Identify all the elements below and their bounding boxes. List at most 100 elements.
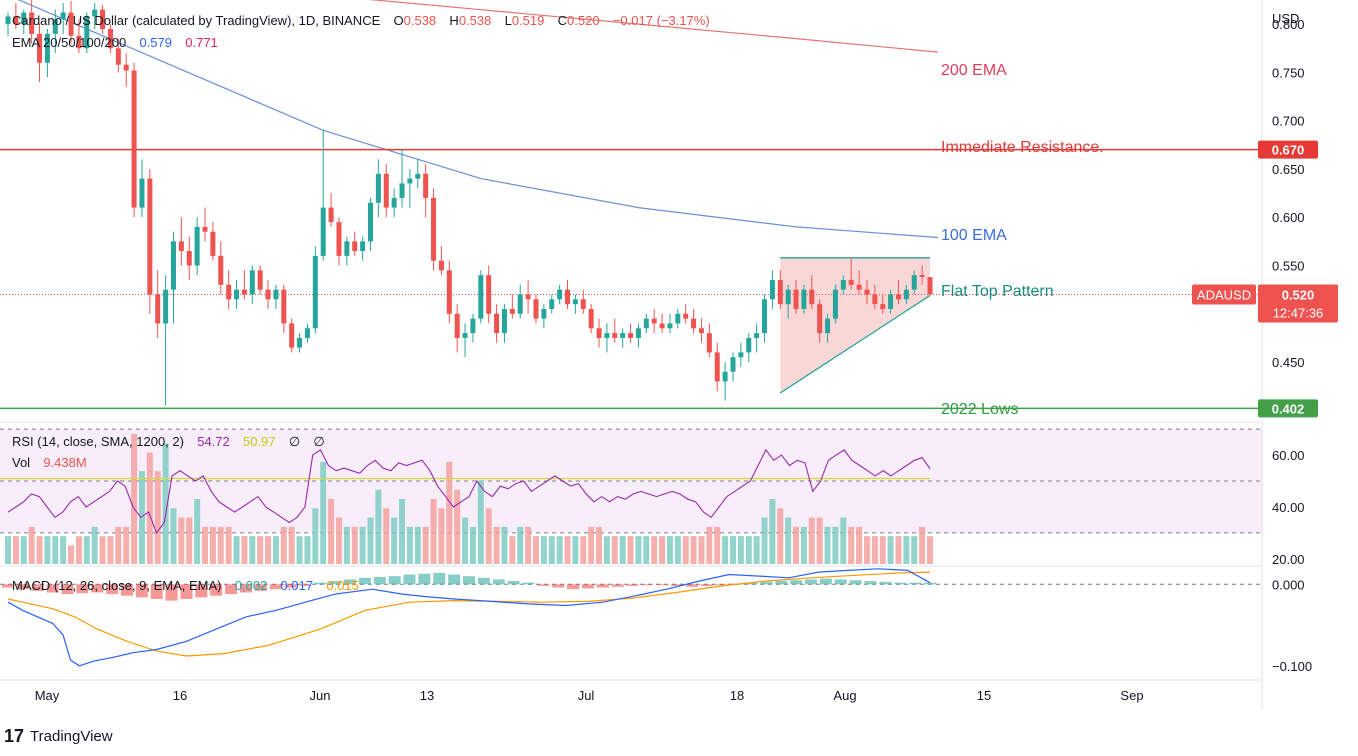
candle-body xyxy=(352,241,358,252)
pattern-rising-line xyxy=(779,294,931,394)
candle-body xyxy=(21,12,27,25)
rsi-lower-value: ∅ xyxy=(313,434,325,449)
macd-label: MACD (12, 26, close, 9, EMA, EMA) xyxy=(12,578,222,593)
candle-body xyxy=(367,202,373,242)
candle xyxy=(478,270,484,324)
volume-bar xyxy=(462,517,469,564)
volume-bar xyxy=(312,508,319,564)
price-pane[interactable]: 200 EMA Immediate Resistance. 100 EMA Flat … xyxy=(0,0,1262,418)
rsi-line xyxy=(7,448,931,535)
candle xyxy=(21,9,27,34)
candle-body xyxy=(825,318,831,334)
price-tick-label: 0.600 xyxy=(1272,210,1305,225)
resistance-badge-bg xyxy=(1258,140,1318,159)
candle xyxy=(407,168,413,208)
macd-histogram-bar xyxy=(760,581,773,585)
volume-bar xyxy=(753,536,760,564)
candle xyxy=(312,246,318,334)
low-label: L xyxy=(504,13,512,28)
volume-bar xyxy=(52,536,59,564)
time-tick-label: Sep xyxy=(1120,688,1143,703)
candle-body xyxy=(620,333,626,338)
time-axis[interactable]: May 16 Jun 13 Jul 18 Aug 15 Sep xyxy=(35,688,1144,703)
candle xyxy=(194,217,200,276)
macd-histogram-bar xyxy=(924,582,936,585)
volume-bar xyxy=(927,536,933,564)
candle-body xyxy=(470,318,476,334)
candle xyxy=(131,62,137,218)
macd-histogram-bar xyxy=(596,584,609,588)
candle xyxy=(257,265,263,295)
volume-bar xyxy=(785,517,792,564)
macd-histogram-bar xyxy=(269,584,282,590)
candle xyxy=(415,159,421,189)
candle-body xyxy=(383,173,389,208)
tradingview-brand: TradingView xyxy=(30,727,113,745)
candle xyxy=(462,323,468,358)
volume-bar xyxy=(879,536,886,564)
volume-bar xyxy=(422,526,429,564)
candle-body xyxy=(738,352,744,358)
macd-pane[interactable] xyxy=(0,568,1262,667)
macd-histogram-bar xyxy=(344,579,357,585)
candle-body xyxy=(399,183,405,198)
macd-histogram-bar xyxy=(909,582,922,585)
macd-histogram-bar xyxy=(715,584,728,586)
candle xyxy=(289,318,295,353)
volume-bar xyxy=(477,480,484,564)
candle-body xyxy=(273,289,279,300)
candle xyxy=(698,318,704,343)
candle xyxy=(399,149,405,208)
candle xyxy=(226,270,232,309)
candle-body xyxy=(762,299,768,334)
candle-body xyxy=(84,16,90,49)
macd-histogram-bar xyxy=(314,582,327,585)
macd-histogram-bar xyxy=(403,574,416,585)
candle-body xyxy=(147,178,153,295)
volume-bar xyxy=(674,536,681,564)
volume-bar xyxy=(509,536,516,564)
candle xyxy=(706,323,712,358)
volume-bar xyxy=(320,461,327,564)
candle-body xyxy=(407,178,413,184)
candle-body xyxy=(651,318,657,324)
candle-body xyxy=(186,251,192,266)
axis-currency-label: USD xyxy=(1272,11,1299,26)
volume-bar xyxy=(296,536,303,564)
candle-body xyxy=(344,241,350,256)
pattern-annotation: Flat Top Pattern xyxy=(941,283,1054,300)
candle-body xyxy=(817,304,823,334)
rsi-volume-pane[interactable] xyxy=(0,428,1262,564)
ema-100-value: 0.579 xyxy=(139,35,172,50)
volume-bar xyxy=(517,526,524,564)
candle-body xyxy=(336,222,342,256)
price-axis[interactable]: USD 0.800 0.750 0.700 0.650 0.600 0.550 0.450 0… xyxy=(1192,11,1338,674)
candle xyxy=(76,19,82,54)
candle xyxy=(604,323,610,353)
candle-body xyxy=(580,299,586,309)
lows-badge: 0.402 xyxy=(1272,401,1305,416)
candle xyxy=(446,260,452,324)
candle xyxy=(927,277,933,296)
volume-bar xyxy=(532,536,539,564)
macd-tick-label: 0.000 xyxy=(1272,577,1305,592)
macd-histogram-bar xyxy=(358,577,371,585)
countdown-badge: 12:47:36 xyxy=(1273,305,1324,320)
candle-body xyxy=(706,333,712,353)
volume-bar xyxy=(454,489,461,564)
price-badge-bg xyxy=(1258,284,1338,323)
ema-200-line xyxy=(368,0,938,53)
candle xyxy=(856,270,862,295)
volume-bar xyxy=(714,526,721,564)
macd-histogram-bar xyxy=(210,584,223,596)
candle-body xyxy=(809,289,815,305)
candle xyxy=(817,299,823,343)
candle xyxy=(596,318,602,348)
candle-body xyxy=(281,289,287,324)
candle xyxy=(691,308,697,334)
candle-body xyxy=(454,313,460,338)
tradingview-watermark[interactable]: 17 TradingView xyxy=(4,724,113,748)
volume-bar xyxy=(446,461,453,564)
candle xyxy=(572,294,578,314)
